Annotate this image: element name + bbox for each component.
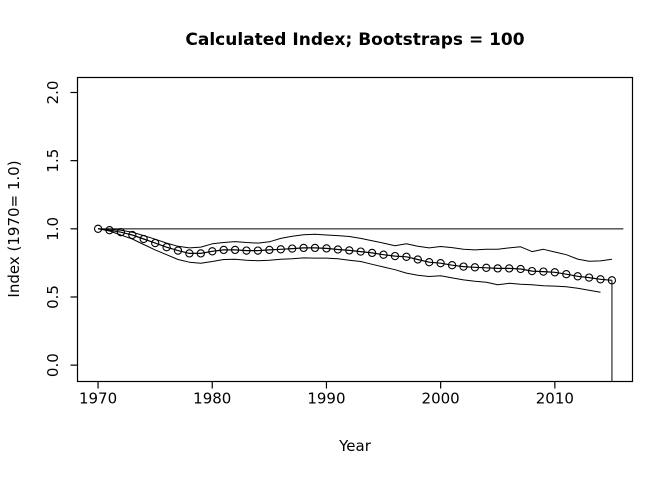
index-point-marker <box>516 264 525 274</box>
index-point-marker <box>196 249 205 258</box>
index-point-marker <box>390 251 400 261</box>
index-point-marker <box>116 228 126 237</box>
index-point-marker <box>539 267 548 276</box>
index-point-marker <box>447 261 457 270</box>
index-point-marker <box>413 255 422 264</box>
index-point-marker <box>253 246 263 255</box>
index-point-marker <box>288 244 297 253</box>
index-point-marker <box>219 245 228 255</box>
index-point-marker <box>573 272 582 281</box>
upper-bootstrap-ci-line <box>98 228 612 262</box>
index-point-marker <box>105 226 114 235</box>
index-point-marker <box>299 243 308 253</box>
index-point-marker <box>310 243 320 253</box>
index-point-marker <box>93 224 103 233</box>
index-point-marker <box>265 245 274 255</box>
y-axis-title: Index (1970= 1.0) <box>5 160 23 297</box>
y-tick-label: 0.5 <box>44 285 62 309</box>
index-point-marker <box>425 258 434 267</box>
index-point-marker <box>459 262 468 271</box>
lower-bootstrap-ci-line <box>98 228 601 293</box>
index-point-marker <box>402 252 411 261</box>
index-point-marker <box>550 268 559 277</box>
index-point-marker <box>379 250 388 259</box>
x-axis-title: Year <box>338 437 372 455</box>
y-tick-label: 1.0 <box>44 217 62 241</box>
plot-box <box>76 76 634 383</box>
index-point-marker <box>151 238 160 248</box>
index-point-marker <box>482 263 491 272</box>
index-point-marker <box>584 273 594 282</box>
index-point-marker <box>139 234 148 244</box>
index-point-marker <box>208 247 217 256</box>
plot-area: 1970 1980 1990 2000 2010 0.0 0.5 1.0 1.5 2.0 <box>44 76 634 408</box>
index-point-marker <box>596 275 605 284</box>
index-point-marker <box>356 247 365 256</box>
index-point-marker <box>493 264 502 273</box>
x-tick-label: 1980 <box>193 390 231 408</box>
index-point-marker <box>607 276 617 285</box>
x-tick-label: 1970 <box>79 390 117 408</box>
x-tick-label: 2000 <box>422 390 460 408</box>
index-point-marker <box>242 246 251 255</box>
calculated-index-line <box>98 228 612 281</box>
index-point-marker <box>470 263 480 272</box>
y-tick-label: 2.0 <box>44 81 62 105</box>
chart-title: Calculated Index; Bootstraps = 100 <box>185 30 524 50</box>
index-point-marker <box>276 245 285 254</box>
index-point-marker <box>527 266 537 276</box>
index-point-marker <box>505 264 514 273</box>
index-point-marker <box>345 246 354 255</box>
index-point-marker <box>128 230 137 240</box>
y-tick-label: 1.5 <box>44 149 62 173</box>
index-point-marker <box>322 244 331 253</box>
x-tick-label: 2010 <box>536 390 574 408</box>
index-point-marker <box>367 248 377 258</box>
index-point-marker <box>162 243 171 252</box>
index-point-marker <box>230 245 240 255</box>
index-point-marker <box>436 259 445 268</box>
index-point-marker <box>173 246 183 255</box>
x-tick-label: 1990 <box>307 390 345 408</box>
y-tick-label: 0.0 <box>44 353 62 377</box>
index-point-marker <box>562 270 571 279</box>
index-point-marker <box>185 249 194 258</box>
index-point-marker <box>333 245 343 254</box>
